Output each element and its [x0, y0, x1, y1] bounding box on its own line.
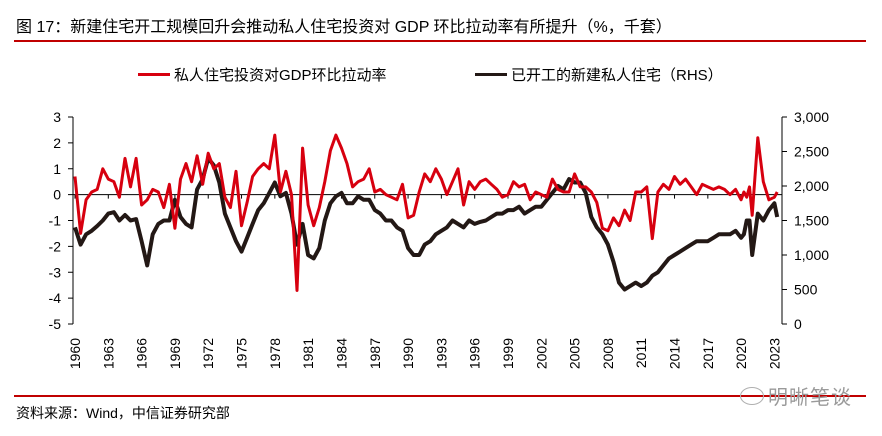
series-line-gdp-contribution	[73, 133, 779, 292]
x-tick-label: 1960	[67, 338, 83, 369]
x-tick-label: 1984	[333, 338, 349, 369]
x-tick-label: 1990	[400, 338, 416, 369]
y-tick-label-right: 0	[794, 316, 802, 332]
legend-swatch-starts	[475, 73, 507, 76]
y-tick-label-left: 0	[53, 187, 61, 203]
y-tick-label-left: -1	[49, 213, 62, 229]
y-tick-label-left: 3	[53, 109, 61, 125]
x-tick-label: 2005	[567, 338, 583, 369]
source-note: 资料来源：Wind，中信证券研究部	[16, 405, 230, 421]
y-tick-label-right: 1,000	[794, 247, 829, 263]
legend-swatch-gdp	[138, 73, 170, 76]
y-tick-label-right: 500	[794, 282, 818, 298]
x-tick-label: 1969	[167, 338, 183, 369]
x-tick-label: 2008	[600, 338, 616, 369]
x-tick-label: 1996	[467, 338, 483, 369]
x-tick-label: 1981	[300, 338, 316, 369]
y-tick-label-right: 2,000	[794, 178, 829, 194]
y-tick-label-left: 2	[53, 135, 61, 151]
legend-item-starts: 已开工的新建私人住宅（RHS）	[475, 64, 723, 85]
x-tick-label: 1993	[433, 338, 449, 369]
legend: 私人住宅投资对GDP环比拉动率 已开工的新建私人住宅（RHS）	[0, 60, 882, 86]
legend-label-gdp: 私人住宅投资对GDP环比拉动率	[174, 67, 387, 84]
y-tick-label-left: 1	[53, 161, 61, 177]
watermark: 明晰笔谈	[740, 381, 852, 410]
chart-title: 图 17：新建住宅开工规模回升会推动私人住宅投资对 GDP 环比拉动率有所提升（…	[16, 19, 672, 36]
y-tick-label-right: 3,000	[794, 109, 829, 125]
x-tick-label: 2014	[667, 338, 683, 369]
legend-label-starts: 已开工的新建私人住宅（RHS）	[511, 67, 723, 84]
y-tick-label-left: -3	[49, 264, 62, 280]
x-tick-label: 1978	[267, 338, 283, 369]
y-tick-label-left: -5	[49, 316, 62, 332]
legend-item-gdp: 私人住宅投资对GDP环比拉动率	[138, 64, 387, 85]
y-tick-label-right: 2,500	[794, 144, 829, 160]
x-tick-label: 2020	[733, 338, 749, 369]
y-tick-label-right: 1,500	[794, 213, 829, 229]
y-tick-label-left: -2	[49, 238, 62, 254]
x-tick-label: 2002	[533, 338, 549, 369]
x-tick-label: 1987	[367, 338, 383, 369]
watermark-text: 明晰笔谈	[768, 387, 852, 409]
x-tick-label: 2011	[633, 338, 649, 368]
title-rule	[14, 40, 866, 42]
x-tick-label: 1999	[500, 338, 516, 369]
x-tick-label: 1963	[100, 338, 116, 369]
x-tick-label: 1972	[200, 338, 216, 369]
series-line-housing-starts	[73, 156, 780, 292]
footer-rule	[14, 395, 866, 397]
x-tick-label: 1975	[234, 338, 250, 369]
x-tick-label: 2023	[766, 338, 782, 369]
y-tick-label-left: -4	[49, 290, 62, 306]
x-tick-label: 1966	[134, 338, 150, 369]
wechat-icon	[740, 386, 764, 405]
x-tick-label: 2017	[700, 338, 716, 369]
